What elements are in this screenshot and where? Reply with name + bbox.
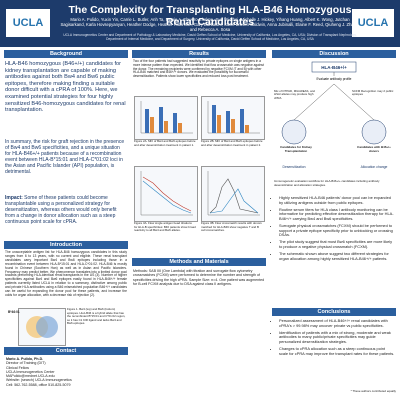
bullet: Surrogate physical crossmatches (FCXM) s… [279, 223, 395, 238]
figure [18, 308, 66, 346]
figure-caption: Figure 2B. MFI of Bw4 and Bw6 epitopes b… [201, 139, 263, 147]
bullet: Highly sensitized HLA-B46 patients' dono… [279, 195, 395, 205]
authors: Mario A. Pulido, Yuxin Yin, Carrie L. Bu… [60, 17, 360, 32]
bullet: Routine serum titers for HLA class I ant… [279, 207, 395, 222]
figure-graphic [26, 316, 58, 338]
background-impact: Impact: Some of these patients could bec… [5, 195, 127, 226]
diagram-node: Candidates with B46+/+ donors [357, 146, 391, 153]
diagram-label: Evaluate antibody profile [317, 77, 352, 81]
bullet: Changes to cPRA allocation such as a ste… [279, 346, 395, 356]
figure-graphic [140, 101, 193, 134]
diagram-node: Allocation change [361, 165, 388, 169]
introduction-text: The unacceptable antigen list for HLA-B4… [5, 250, 127, 297]
background-summary: In summary, the risk for graft rejection… [5, 139, 125, 175]
figure [134, 96, 198, 140]
poster-title: The Complexity for Transplanting HLA-B46… [68, 4, 352, 28]
header [0, 0, 400, 47]
bullet: The pilot study suggest that most Bw6 sp… [279, 239, 395, 249]
impact-text: Some of these patients could become tran… [5, 195, 117, 225]
background-lead: HLA-B46 homozygous (B46+/+) candidates f… [5, 61, 126, 114]
contact-line: UCLA Immunogenetics Center [6, 369, 55, 374]
affiliations: UCLA Immunogenetics Center and Departmen… [63, 33, 357, 41]
diagram-node: Desensitization [283, 165, 306, 169]
contact-info: Mario A. Pulido, Ph.D. Director of Train… [6, 357, 126, 387]
figure-label: B*46:01 [8, 310, 20, 314]
figure [134, 166, 198, 222]
contact-line: Mario A. Pulido, Ph.D. [6, 357, 44, 361]
bullet: Identification of patients with a mix of… [279, 330, 395, 345]
figure-graphic [207, 171, 260, 216]
section-heading: Conclusions [272, 308, 396, 316]
diagram-note: SCFM Recognition may 2 public epitopes [352, 90, 394, 97]
diagram-node: HLA-B46+/+ [321, 65, 347, 70]
section-heading: Results [132, 50, 266, 58]
logo: UCLA [352, 9, 394, 37]
contact-line: Clinical Fellow [6, 365, 29, 370]
figure-caption: Figure 2A. MFI of Bw4 and Bw6 epitopes b… [134, 139, 196, 147]
bullet: The schematic shown above suggest two di… [279, 251, 395, 261]
figure [201, 166, 265, 222]
contact-line: Cell: 562-762-5588, office 510-825-5079 [6, 382, 71, 387]
workflow-diagram: HLA-B46+/+ Evaluate antibody profile Mix… [274, 61, 394, 169]
figure-caption: Figure 1. Bw4 (top) and Bw6 (bottom) epi… [67, 307, 126, 325]
figure-caption: Figure 3A. Flow single antigen bead titr… [134, 221, 196, 232]
methods-text: Methods: SAB IIII (One Lambda) with titr… [133, 269, 265, 286]
contact-line: Website: (search) UCLA Immunogenetics [6, 378, 72, 383]
results-text: Two of the four patients had suggested r… [133, 59, 264, 79]
bullet: Personalized assessment of HLA-B46+/+ re… [279, 318, 395, 328]
conclusion-bullets: Personalized assessment of HLA-B46+/+ re… [273, 318, 395, 359]
section-heading: Contact [4, 347, 128, 355]
section-heading: Background [4, 50, 128, 58]
diagram-caption: Immunogenetic evaluation workflow for HL… [274, 179, 380, 187]
section-heading: Discussion [272, 50, 396, 58]
diagram-note: Mix of DTPAD, MGGREAS, and HSA/ alleles … [274, 90, 315, 100]
figure-graphic [140, 171, 193, 216]
figure [201, 96, 265, 140]
footnote: * These authors contributed equally [350, 389, 396, 393]
contact-line: MAPulido@mednet.UCLA.edu [6, 374, 55, 379]
figure-graphic [207, 101, 260, 134]
discussion-bullets: Highly sensitized HLA-B46 patients' dono… [273, 195, 395, 264]
figure-caption: Figure 3B. Flow crossmatch results with … [201, 221, 262, 232]
contact-line: Director of Training (DIT) [6, 361, 46, 366]
logo: UCLA [6, 9, 50, 37]
impact-label: Impact: [5, 195, 23, 201]
section-heading: Introduction [4, 241, 128, 249]
diagram-node: Candidates for Kidney Transplantation [280, 146, 312, 153]
section-heading: Methods and Materials [132, 258, 266, 266]
